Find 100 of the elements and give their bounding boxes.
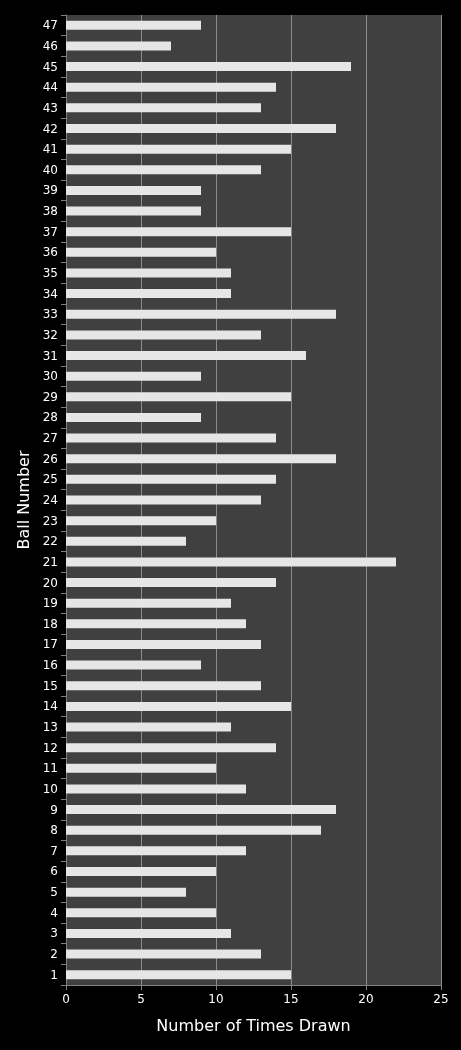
y-tick-label: 39 [42, 183, 58, 198]
bar [66, 681, 261, 691]
bar [66, 268, 231, 278]
bar [66, 103, 261, 113]
bar [66, 144, 291, 154]
bar [66, 908, 216, 918]
x-tick-label: 25 [433, 992, 449, 1006]
bar [66, 62, 351, 72]
y-tick-label: 36 [42, 245, 58, 260]
bar [66, 949, 261, 959]
bar [66, 124, 336, 134]
y-tick-label: 26 [42, 451, 58, 466]
y-tick-label: 14 [42, 699, 58, 714]
bar [66, 825, 321, 835]
y-tick-label: 43 [42, 100, 58, 115]
bar [66, 351, 306, 361]
y-tick-label: 34 [42, 286, 58, 301]
y-tick-label: 22 [42, 534, 58, 549]
bar [66, 165, 261, 175]
bar [66, 722, 231, 732]
bar [66, 433, 276, 443]
bar [66, 206, 201, 216]
x-tick-label: 0 [62, 992, 70, 1006]
y-tick-label: 33 [42, 307, 58, 322]
y-tick-label: 27 [42, 431, 58, 446]
y-tick-label: 31 [42, 348, 58, 363]
y-tick-label: 37 [42, 224, 58, 239]
bar [66, 536, 186, 546]
y-tick-label: 2 [50, 947, 58, 962]
y-tick-label: 20 [42, 575, 58, 590]
bar [66, 20, 201, 30]
y-axis-title: Ball Number [14, 450, 34, 550]
y-tick-label: 46 [42, 38, 58, 53]
bar [66, 412, 201, 422]
bar [66, 392, 291, 402]
y-tick-label: 35 [42, 265, 58, 280]
bar [66, 805, 336, 815]
y-tick-label: 11 [42, 761, 58, 776]
bar [66, 598, 231, 608]
y-tick-label: 45 [42, 59, 58, 74]
y-tick-label: 25 [42, 472, 58, 487]
y-tick-label: 18 [42, 616, 58, 631]
y-tick-label: 15 [42, 678, 58, 693]
y-tick-label: 32 [42, 327, 58, 342]
y-tick-label: 40 [42, 162, 58, 177]
y-tick-label: 21 [42, 554, 58, 569]
y-tick-label: 29 [42, 389, 58, 404]
bar [66, 557, 396, 567]
y-tick-label: 30 [42, 369, 58, 384]
y-tick-label: 17 [42, 637, 58, 652]
y-tick-label: 5 [50, 885, 58, 900]
bar [66, 247, 216, 257]
y-tick-label: 47 [42, 18, 58, 33]
x-tick-label: 20 [358, 992, 374, 1006]
bar [66, 185, 201, 195]
x-tick-label: 15 [283, 992, 299, 1006]
y-tick-label: 7 [50, 843, 58, 858]
y-tick-label: 38 [42, 204, 58, 219]
x-tick-label: 5 [137, 992, 145, 1006]
y-tick-label: 28 [42, 410, 58, 425]
y-tick-label: 3 [50, 926, 58, 941]
bar [66, 227, 291, 237]
y-tick-label: 24 [42, 493, 58, 507]
y-tick-label: 6 [50, 864, 58, 879]
bar [66, 846, 246, 856]
bar [66, 887, 186, 897]
y-tick-label: 12 [42, 740, 58, 755]
bar [66, 82, 276, 92]
y-tick-label: 19 [42, 596, 58, 611]
bar [66, 330, 261, 340]
bar [66, 578, 276, 588]
x-tick-label: 10 [208, 992, 224, 1006]
y-tick-label: 44 [42, 80, 58, 95]
bar [66, 474, 276, 484]
bar [66, 371, 201, 381]
y-tick-label: 9 [50, 802, 58, 817]
y-tick-label: 23 [42, 513, 58, 528]
y-tick-label: 1 [50, 967, 58, 982]
y-tick-label: 13 [42, 720, 58, 735]
y-tick-label: 16 [42, 658, 58, 673]
bar [66, 784, 246, 794]
bar [66, 516, 216, 526]
bar [66, 763, 216, 773]
y-tick-label: 42 [42, 121, 58, 136]
bar [66, 970, 291, 980]
bar [66, 495, 261, 505]
bar [66, 660, 201, 670]
y-tick-label: 4 [50, 905, 58, 920]
y-tick-label: 8 [50, 823, 58, 838]
x-axis-title: Number of Times Drawn [156, 1015, 351, 1035]
bar [66, 743, 276, 753]
bar [66, 928, 231, 938]
bar [66, 309, 336, 319]
bar [66, 289, 231, 299]
bar [66, 639, 261, 649]
bar [66, 41, 171, 51]
bar [66, 619, 246, 629]
bar [66, 454, 336, 464]
y-tick-label: 41 [42, 142, 58, 157]
y-tick-label: 10 [42, 781, 58, 796]
